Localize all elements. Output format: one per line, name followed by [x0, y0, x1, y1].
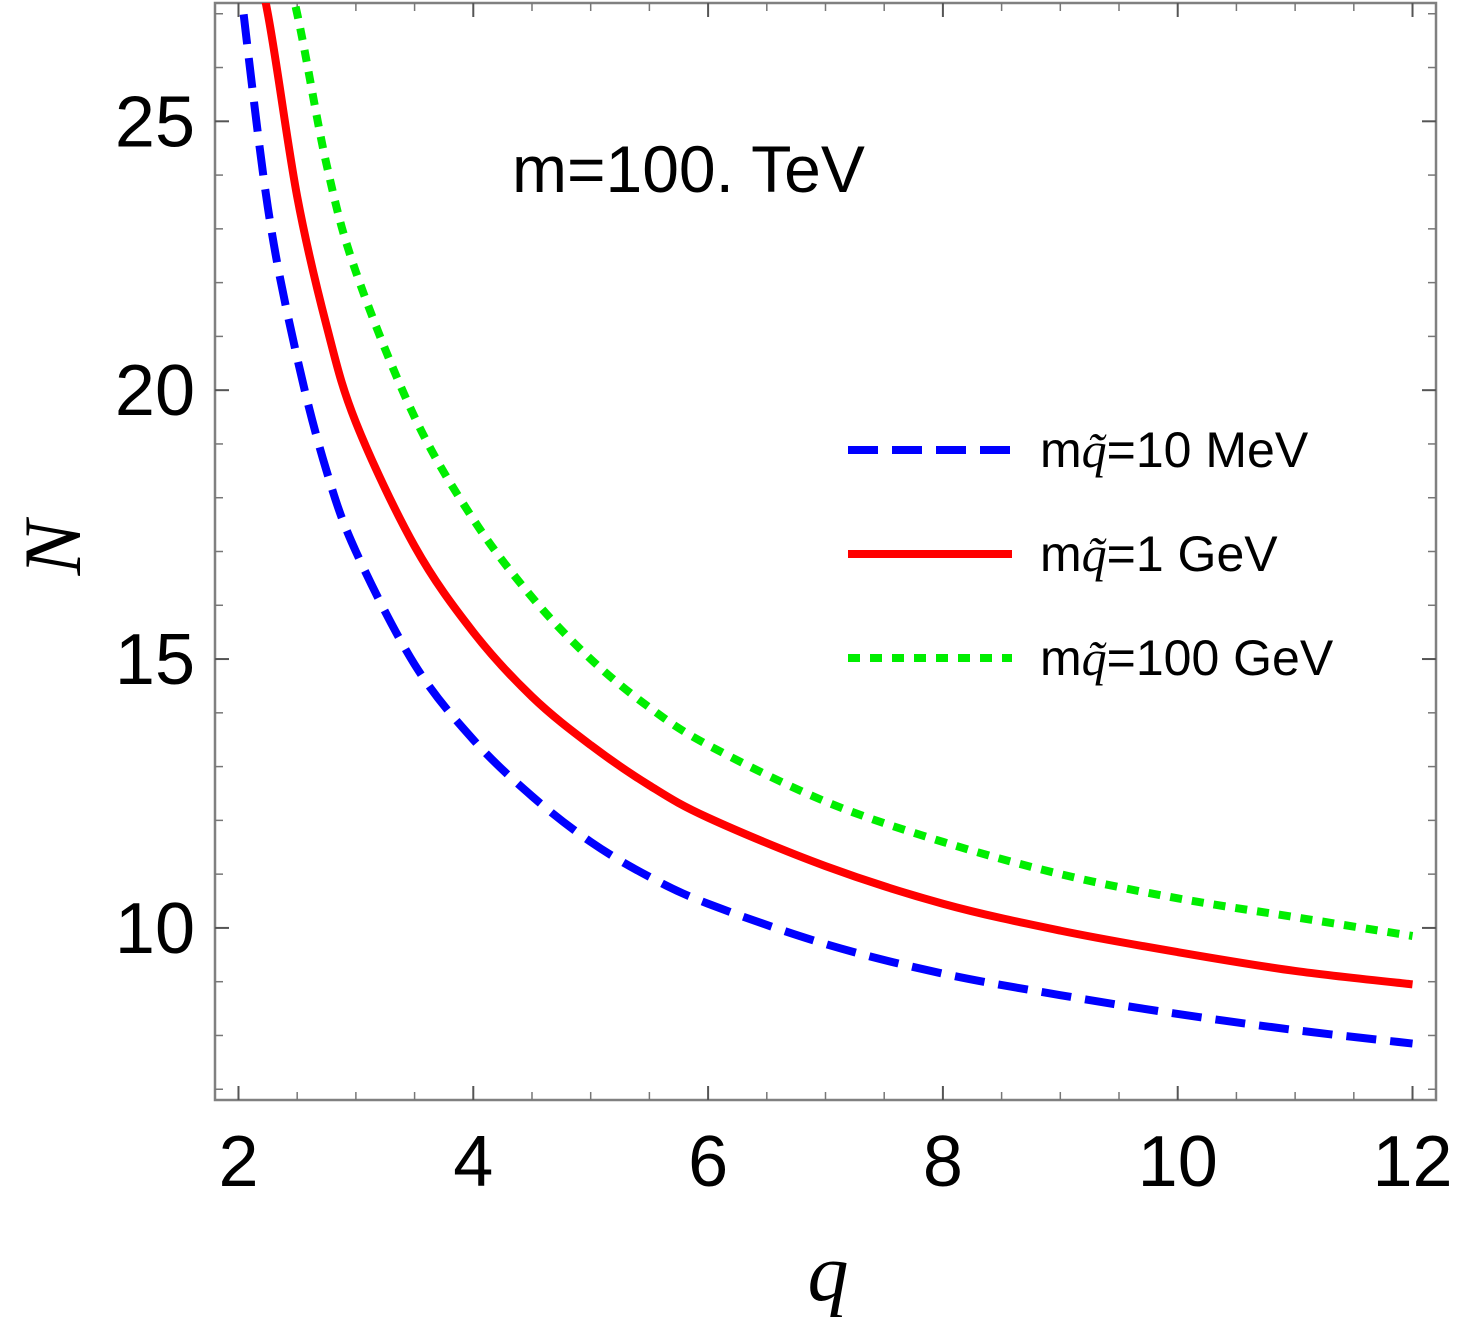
x-tick-label: 2 [218, 1122, 258, 1202]
series-line-1 [238, 3, 1413, 1048]
y-tick-label: 10 [115, 889, 195, 969]
x-tick-label: 4 [453, 1122, 493, 1202]
x-tick-label: 6 [688, 1122, 728, 1202]
y-tick-label: 25 [115, 82, 195, 162]
tick-labels: 2 4 6 8 10 12 10 15 20 25 [115, 82, 1453, 1202]
tick-marks [215, 3, 1436, 1100]
legend-label-2: mq̃=1 GeV [1040, 526, 1278, 582]
x-tick-label: 8 [923, 1122, 963, 1202]
series-line-3 [290, 3, 1414, 940]
y-tick-label: 15 [115, 620, 195, 700]
series-line-2 [261, 3, 1413, 989]
legend: mq̃=10 MeV mq̃=1 GeV mq̃=100 GeV [848, 422, 1334, 686]
x-tick-label: 10 [1138, 1122, 1218, 1202]
legend-label-3: mq̃=100 GeV [1040, 630, 1334, 686]
x-axis-label: q [808, 1227, 849, 1317]
y-tick-label: 20 [115, 351, 195, 431]
legend-label-1: mq̃=10 MeV [1040, 422, 1309, 478]
series-lines [238, 3, 1414, 1048]
chart-annotation: m=100. TeV [512, 132, 865, 206]
x-tick-label: 12 [1372, 1122, 1452, 1202]
y-axis-label: N [7, 516, 98, 576]
